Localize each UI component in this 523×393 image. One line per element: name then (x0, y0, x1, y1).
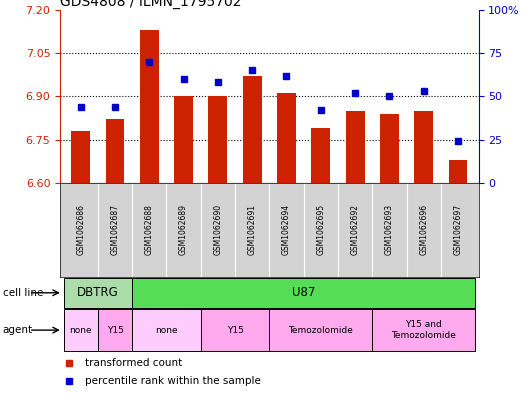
Text: agent: agent (3, 325, 33, 335)
Bar (71, 131, 90, 183)
Text: GSM1062690: GSM1062690 (213, 204, 222, 255)
Bar (380, 114, 399, 183)
Bar (372, 309, 475, 351)
Bar (64, 278, 132, 308)
Text: Temozolomide: Temozolomide (288, 326, 353, 334)
Text: percentile rank within the sample: percentile rank within the sample (85, 376, 261, 386)
Bar (277, 94, 296, 183)
Text: GSM1062697: GSM1062697 (453, 204, 462, 255)
Text: GDS4808 / ILMN_1795702: GDS4808 / ILMN_1795702 (60, 0, 242, 9)
Bar (346, 111, 365, 183)
Bar (132, 278, 475, 308)
Bar (449, 160, 468, 183)
Bar (98, 309, 132, 351)
Bar (269, 309, 372, 351)
Text: GSM1062692: GSM1062692 (350, 204, 360, 255)
Text: none: none (155, 326, 178, 334)
Text: none: none (70, 326, 92, 334)
Text: U87: U87 (292, 286, 315, 299)
Text: GSM1062689: GSM1062689 (179, 204, 188, 255)
Text: Y15 and
Temozolomide: Y15 and Temozolomide (391, 320, 456, 340)
Text: cell line: cell line (3, 288, 43, 298)
Bar (311, 128, 330, 183)
Bar (140, 30, 159, 183)
Bar (414, 111, 433, 183)
Text: GSM1062691: GSM1062691 (248, 204, 257, 255)
Bar (64, 309, 98, 351)
Bar (174, 96, 193, 183)
Bar (243, 76, 262, 183)
Text: Y15: Y15 (226, 326, 244, 334)
Text: GSM1062693: GSM1062693 (385, 204, 394, 255)
Text: GSM1062687: GSM1062687 (110, 204, 120, 255)
Text: GSM1062686: GSM1062686 (76, 204, 85, 255)
Bar (209, 96, 228, 183)
Text: GSM1062688: GSM1062688 (145, 204, 154, 255)
Text: transformed count: transformed count (85, 358, 183, 368)
Bar (106, 119, 124, 183)
Bar (132, 309, 201, 351)
Text: GSM1062694: GSM1062694 (282, 204, 291, 255)
Text: GSM1062696: GSM1062696 (419, 204, 428, 255)
Text: Y15: Y15 (107, 326, 123, 334)
Bar (201, 309, 269, 351)
Text: DBTRG: DBTRG (77, 286, 119, 299)
Text: GSM1062695: GSM1062695 (316, 204, 325, 255)
